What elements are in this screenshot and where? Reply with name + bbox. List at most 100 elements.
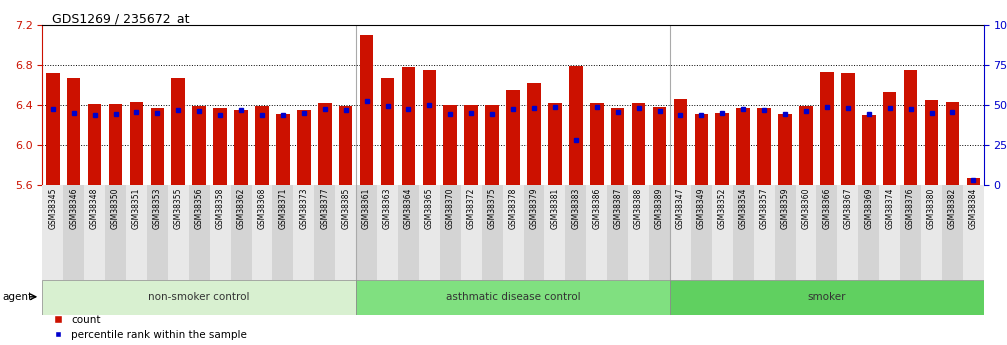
Bar — [443, 105, 457, 185]
Text: GSM38365: GSM38365 — [425, 188, 434, 229]
Text: GSM38374: GSM38374 — [885, 188, 894, 229]
Text: GSM38371: GSM38371 — [278, 188, 287, 229]
Bar — [631, 103, 645, 185]
Bar — [276, 114, 290, 185]
Bar — [151, 108, 164, 185]
Bar — [963, 185, 984, 280]
Text: GSM38352: GSM38352 — [718, 188, 727, 229]
Bar — [126, 185, 147, 280]
Bar — [109, 104, 122, 185]
Bar — [841, 73, 855, 185]
Bar — [481, 185, 502, 280]
Bar — [105, 185, 126, 280]
Text: smoker: smoker — [808, 293, 846, 303]
Text: GSM38386: GSM38386 — [592, 188, 601, 229]
Bar — [858, 185, 879, 280]
Bar — [335, 185, 356, 280]
Bar — [318, 103, 331, 185]
Bar — [46, 73, 59, 185]
Bar — [252, 185, 273, 280]
Bar — [967, 178, 980, 185]
Text: GSM38366: GSM38366 — [823, 188, 832, 229]
Bar — [695, 114, 708, 185]
Bar — [423, 70, 436, 185]
Bar — [528, 83, 541, 185]
Bar — [377, 185, 398, 280]
Bar — [213, 108, 227, 185]
Bar — [879, 185, 900, 280]
Bar — [398, 185, 419, 280]
Text: GSM38382: GSM38382 — [948, 188, 957, 229]
Bar — [862, 115, 875, 185]
Text: GSM38383: GSM38383 — [571, 188, 580, 229]
Bar — [192, 106, 206, 185]
Bar — [942, 185, 963, 280]
Bar — [946, 102, 960, 185]
Bar — [590, 103, 603, 185]
Text: GSM38384: GSM38384 — [969, 188, 978, 229]
Bar — [402, 67, 415, 185]
Bar — [607, 185, 628, 280]
Bar — [670, 185, 691, 280]
Bar — [796, 185, 817, 280]
Bar — [736, 108, 750, 185]
Bar — [255, 106, 269, 185]
Text: non-smoker control: non-smoker control — [148, 293, 250, 303]
Bar — [904, 70, 917, 185]
Bar — [297, 110, 310, 185]
Bar — [66, 78, 81, 185]
Text: GSM38361: GSM38361 — [363, 188, 372, 229]
Text: GSM38362: GSM38362 — [237, 188, 246, 229]
Bar — [209, 185, 231, 280]
Text: GSM38348: GSM38348 — [90, 188, 99, 229]
Bar — [273, 185, 293, 280]
Bar — [381, 78, 395, 185]
Bar — [524, 185, 545, 280]
Text: GSM38369: GSM38369 — [864, 188, 873, 229]
Text: GSM38364: GSM38364 — [404, 188, 413, 229]
Bar — [883, 92, 896, 185]
Bar — [130, 102, 143, 185]
Bar — [670, 280, 984, 315]
Text: GSM38346: GSM38346 — [69, 188, 79, 229]
Bar — [147, 185, 168, 280]
Text: GSM38350: GSM38350 — [111, 188, 120, 229]
Text: GSM38367: GSM38367 — [843, 188, 852, 229]
Bar — [778, 114, 792, 185]
Bar — [502, 185, 524, 280]
Bar — [565, 185, 586, 280]
Text: GSM38359: GSM38359 — [780, 188, 789, 229]
Bar — [716, 113, 729, 185]
Text: GSM38353: GSM38353 — [153, 188, 162, 229]
Text: GSM38354: GSM38354 — [739, 188, 748, 229]
Text: GSM38373: GSM38373 — [299, 188, 308, 229]
Bar — [653, 107, 667, 185]
Text: GSM38388: GSM38388 — [634, 188, 643, 229]
Bar — [817, 185, 838, 280]
Bar — [461, 185, 481, 280]
Text: GSM38385: GSM38385 — [341, 188, 350, 229]
Text: GSM38360: GSM38360 — [802, 188, 811, 229]
Text: GSM38387: GSM38387 — [613, 188, 622, 229]
Bar — [586, 185, 607, 280]
Bar — [63, 185, 85, 280]
Text: agent: agent — [2, 292, 32, 302]
Bar — [674, 99, 687, 185]
Text: GSM38379: GSM38379 — [530, 188, 539, 229]
Bar — [757, 108, 771, 185]
Text: GSM38381: GSM38381 — [551, 188, 560, 229]
Text: GSM38355: GSM38355 — [174, 188, 183, 229]
Text: GSM38358: GSM38358 — [215, 188, 225, 229]
Bar — [88, 104, 102, 185]
Bar — [838, 185, 858, 280]
Bar — [235, 110, 248, 185]
Bar — [171, 78, 185, 185]
Bar — [924, 100, 939, 185]
Text: GSM38368: GSM38368 — [258, 188, 267, 229]
Bar — [921, 185, 942, 280]
Bar — [900, 185, 921, 280]
Text: asthmatic disease control: asthmatic disease control — [446, 293, 580, 303]
Bar — [42, 280, 356, 315]
Bar — [733, 185, 753, 280]
Text: GSM38375: GSM38375 — [487, 188, 496, 229]
